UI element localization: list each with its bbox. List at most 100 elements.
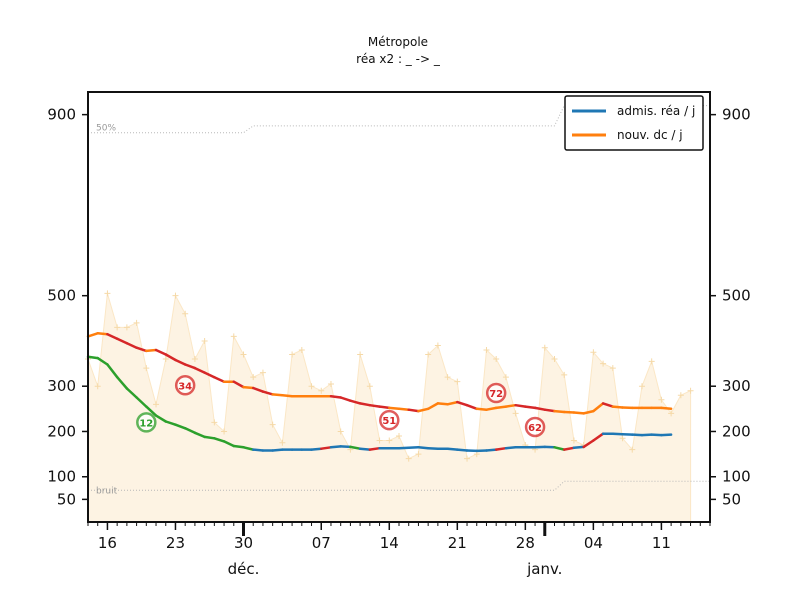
daily-point — [464, 455, 471, 462]
deaths-segment — [436, 402, 449, 406]
daily-point — [483, 347, 490, 353]
deaths-segment — [524, 405, 537, 410]
y-tick-label-right: 200 — [722, 422, 751, 440]
y-tick-label-right: 300 — [722, 377, 751, 395]
daily-point — [308, 383, 315, 390]
deaths-segment — [329, 394, 342, 399]
admissions-segment — [572, 445, 585, 450]
daily-point — [269, 421, 276, 428]
admissions-segment — [164, 420, 177, 426]
deaths-segment — [475, 407, 488, 411]
daily-point — [123, 324, 130, 331]
ref-label-bruit: bruit — [96, 486, 118, 496]
daily-point — [687, 387, 694, 394]
legend-label-admissions: admis. réa / j — [617, 104, 695, 118]
deaths-segment — [86, 332, 99, 338]
admissions-segment — [242, 446, 255, 451]
admissions-segment — [640, 433, 653, 437]
daily-point — [201, 337, 208, 344]
admissions-segment — [349, 445, 362, 450]
badge-circle — [136, 412, 157, 433]
plot-layer: 50% bruit 12 34 51 72 62 — [85, 105, 710, 523]
badge-circle — [485, 382, 507, 404]
admissions-segment — [125, 387, 138, 399]
badge-label: 12 — [139, 418, 153, 429]
x-tick-label: 14 — [380, 534, 399, 552]
badge-label: 62 — [528, 423, 542, 434]
deaths-segment — [183, 363, 197, 370]
admissions-segment — [426, 446, 440, 450]
deaths-segment — [388, 406, 401, 411]
deaths-segment — [115, 337, 129, 345]
deaths-segment — [174, 358, 187, 366]
ref-label-50pct: 50% — [96, 124, 116, 134]
x-tick-label: 07 — [312, 534, 331, 552]
legend: admis. réa / j nouv. dc / j — [564, 95, 704, 151]
admissions-segment — [417, 446, 430, 450]
admissions-segment — [650, 433, 663, 437]
daily-point — [609, 365, 616, 372]
admissions-segment — [213, 437, 226, 443]
admissions-segment — [407, 446, 420, 450]
daily-point — [502, 374, 509, 381]
daily-area — [87, 293, 692, 523]
legend-label-deaths: nouv. dc / j — [617, 128, 683, 142]
y-tick-label-left: 900 — [47, 106, 76, 124]
daily-point — [318, 387, 325, 394]
month-label: janv. — [526, 560, 562, 578]
daily-point — [172, 292, 179, 299]
admissions-segment — [358, 447, 372, 451]
admissions-segment — [446, 447, 459, 451]
daily-point — [619, 435, 626, 442]
deaths-segment — [358, 402, 372, 407]
daily-point — [221, 428, 228, 435]
daily-point — [94, 383, 101, 390]
deaths-segment — [611, 405, 624, 409]
admissions-segment — [553, 446, 566, 451]
admissions-segment — [115, 375, 129, 390]
daily-point — [191, 356, 198, 363]
deaths-segment — [426, 402, 440, 411]
month-label: déc. — [228, 560, 260, 578]
deaths-segment — [553, 409, 566, 414]
deaths-segment — [242, 385, 255, 390]
daily-point — [133, 319, 140, 326]
daily-point — [327, 380, 334, 387]
admissions-segment — [456, 448, 469, 452]
daily-point — [600, 360, 607, 367]
admissions-segment — [582, 439, 595, 449]
y-tick-label-right: 900 — [722, 106, 751, 124]
deaths-segment — [193, 366, 206, 374]
daily-point — [153, 401, 160, 408]
deaths-segment — [232, 380, 245, 389]
admissions-segment — [329, 445, 342, 449]
deaths-segment — [339, 396, 352, 402]
admissions-segment — [660, 433, 673, 437]
admissions-segment — [222, 440, 236, 448]
admissions-segment — [145, 405, 158, 417]
badge-label: 51 — [382, 416, 396, 427]
deaths-segment — [378, 405, 391, 410]
deaths-segment — [203, 371, 216, 379]
x-tick-label: 28 — [516, 534, 535, 552]
admissions-segment — [310, 447, 323, 451]
axis-layer: 900 900 500 500 300 300 200 200 100 100 50 50 16 23 30… — [47, 106, 750, 578]
daily-point — [114, 324, 121, 331]
x-tick-label: 23 — [166, 534, 185, 552]
admissions-segment — [631, 433, 644, 437]
daily-point — [677, 392, 684, 399]
admissions-segment — [339, 445, 352, 449]
y-tick-label-left: 100 — [47, 468, 76, 486]
daily-point — [376, 437, 383, 444]
admissions-segment — [154, 414, 168, 423]
admissions-segment — [494, 446, 508, 451]
deaths-segment — [543, 408, 556, 413]
admissions-segment — [96, 356, 109, 366]
daily-point — [512, 410, 519, 417]
daily-point — [561, 371, 568, 378]
daily-point — [366, 383, 373, 390]
daily-point — [250, 374, 257, 381]
y-tick-label-right: 500 — [722, 287, 751, 305]
daily-point — [259, 369, 266, 376]
admissions-segment — [562, 446, 576, 451]
